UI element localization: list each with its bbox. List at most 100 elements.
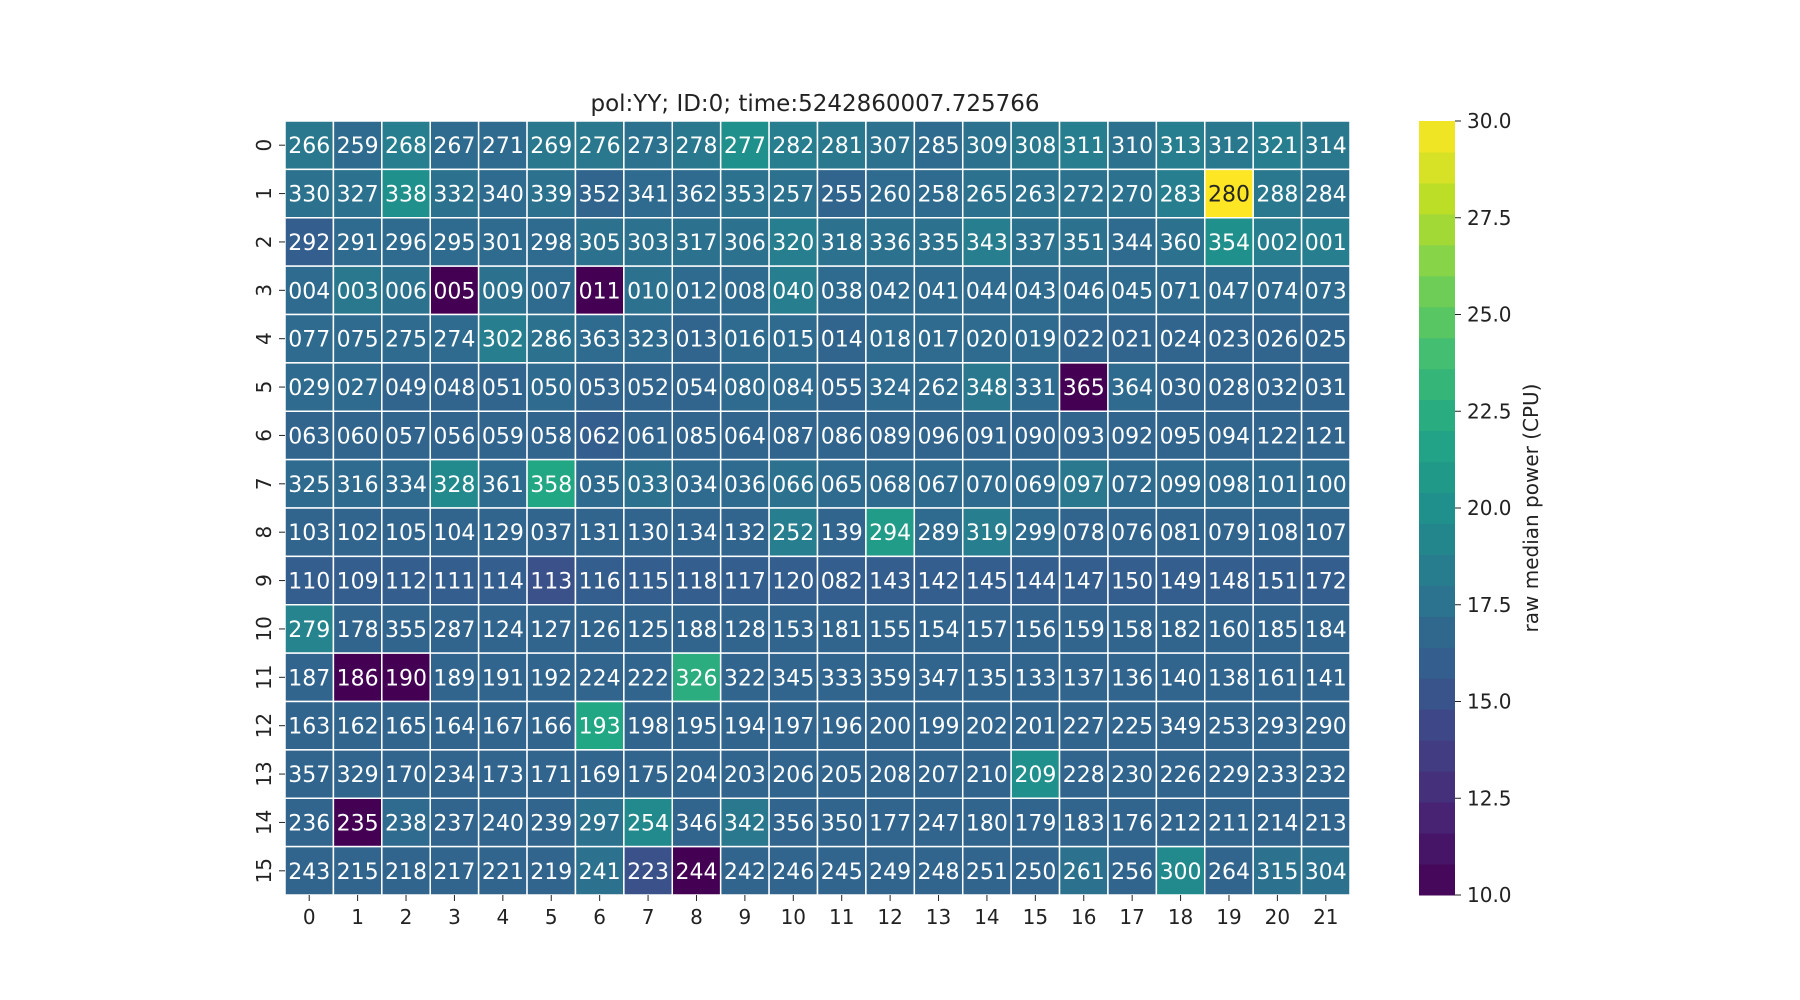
cell-annotation: 312: [1208, 134, 1250, 159]
cell-annotation: 063: [288, 424, 330, 449]
cell-annotation: 185: [1256, 618, 1298, 643]
heatmap-cell: [526, 120, 577, 171]
cell-annotation: 066: [772, 473, 814, 498]
cell-annotation: 337: [1014, 231, 1056, 256]
heatmap-cell: [913, 313, 964, 364]
heatmap-cell: [1010, 362, 1061, 412]
heatmap-cell: [961, 652, 1012, 703]
cell-annotation: 353: [724, 183, 766, 208]
cell-annotation: 307: [869, 134, 911, 159]
cell-annotation: 121: [1305, 424, 1347, 449]
x-tick-label: 6: [593, 905, 606, 929]
cell-annotation: 256: [1111, 860, 1153, 885]
heatmap-cell: [332, 507, 383, 558]
cell-annotation: 219: [530, 860, 572, 885]
cell-annotation: 248: [918, 860, 960, 885]
cell-annotation: 211: [1208, 811, 1250, 836]
heatmap-cell: [1058, 217, 1109, 267]
colorbar-segment: [1419, 585, 1455, 617]
cell-annotation: 157: [966, 618, 1008, 643]
cell-annotation: 040: [772, 279, 814, 304]
heatmap-cell: [574, 652, 625, 703]
heatmap-cell: [1300, 313, 1351, 364]
heatmap-cell: [768, 700, 819, 751]
cell-annotation: 315: [1256, 860, 1298, 885]
heatmap-cell: [1107, 652, 1158, 703]
heatmap-cell: [1252, 120, 1303, 171]
cell-annotation: 025: [1305, 328, 1347, 353]
x-tick-label: 9: [739, 905, 752, 929]
cell-annotation: 224: [579, 666, 621, 691]
cell-annotation: 085: [675, 424, 717, 449]
cell-annotation: 227: [1063, 715, 1105, 740]
cell-annotation: 037: [530, 521, 572, 546]
colorbar-segment: [1419, 833, 1455, 865]
cell-annotation: 156: [1014, 618, 1056, 643]
cell-annotation: 210: [966, 763, 1008, 788]
y-tick-label: 3: [252, 284, 276, 297]
heatmap-cell: [1010, 120, 1061, 171]
heatmap-cell: [381, 845, 431, 896]
heatmap-cell: [623, 120, 674, 171]
cell-annotation: 233: [1256, 763, 1298, 788]
cell-annotation: 338: [385, 183, 427, 208]
cell-annotation: 217: [433, 860, 475, 885]
cell-annotation: 333: [821, 666, 863, 691]
heatmap-cell: [429, 217, 480, 267]
cell-annotation: 044: [966, 279, 1008, 304]
x-tick-label: 3: [448, 905, 461, 929]
y-tick-label: 11: [252, 665, 276, 690]
colorbar-segment: [1419, 492, 1455, 524]
cell-annotation: 096: [918, 424, 960, 449]
cell-annotation: 280: [1208, 183, 1250, 208]
cell-annotation: 061: [627, 424, 669, 449]
heatmap-cell: [1155, 265, 1206, 316]
cell-annotation: 269: [530, 134, 572, 159]
cell-annotation: 135: [966, 666, 1008, 691]
heatmap-cell: [816, 362, 867, 412]
cell-annotation: 104: [433, 521, 475, 546]
heatmap-cell: [1300, 797, 1351, 848]
cell-annotation: 204: [675, 763, 717, 788]
heatmap-cell: [1300, 362, 1351, 412]
heatmap-cell: [1010, 313, 1061, 364]
cell-annotation: 075: [337, 328, 379, 353]
colorbar-segment: [1419, 244, 1455, 277]
cell-annotation: 057: [385, 424, 427, 449]
cell-annotation: 308: [1014, 134, 1056, 159]
cell-annotation: 327: [337, 183, 379, 208]
cell-annotation: 153: [772, 618, 814, 643]
cell-annotation: 113: [530, 570, 572, 595]
cell-annotation: 284: [1305, 183, 1347, 208]
cell-annotation: 065: [821, 473, 863, 498]
y-tick-label: 15: [252, 858, 276, 883]
heatmap-cell: [574, 410, 625, 461]
cell-annotation: 015: [772, 328, 814, 353]
heatmap-cell: [1155, 797, 1206, 848]
heatmap-cell: [1010, 555, 1061, 606]
cell-annotation: 031: [1305, 376, 1347, 401]
cell-annotation: 323: [627, 328, 669, 353]
heatmap-cell: [574, 458, 625, 509]
heatmap-cell: [1058, 845, 1109, 896]
colorbar-label: raw median power (CPU): [1519, 384, 1543, 633]
colorbar-tick-label: 12.5: [1467, 786, 1512, 810]
y-tick-label: 9: [252, 574, 276, 587]
colorbar-segment: [1419, 554, 1455, 586]
cell-annotation: 165: [385, 715, 427, 740]
cell-annotation: 176: [1111, 811, 1153, 836]
cell-annotation: 183: [1063, 811, 1105, 836]
heatmap-cell: [1252, 555, 1303, 606]
cell-annotation: 081: [1160, 521, 1202, 546]
heatmap-cell: [1252, 265, 1303, 316]
colorbar-tick-label: 25.0: [1467, 303, 1512, 327]
heatmap-cell: [332, 797, 383, 848]
heatmap-cell: [671, 652, 722, 703]
cell-annotation: 354: [1208, 231, 1250, 256]
cell-annotation: 184: [1305, 618, 1347, 643]
heatmap-cell: [961, 168, 1012, 219]
cell-annotation: 060: [337, 424, 379, 449]
cell-annotation: 226: [1160, 763, 1202, 788]
heatmap-cell: [332, 749, 383, 799]
cell-annotation: 004: [288, 279, 330, 304]
